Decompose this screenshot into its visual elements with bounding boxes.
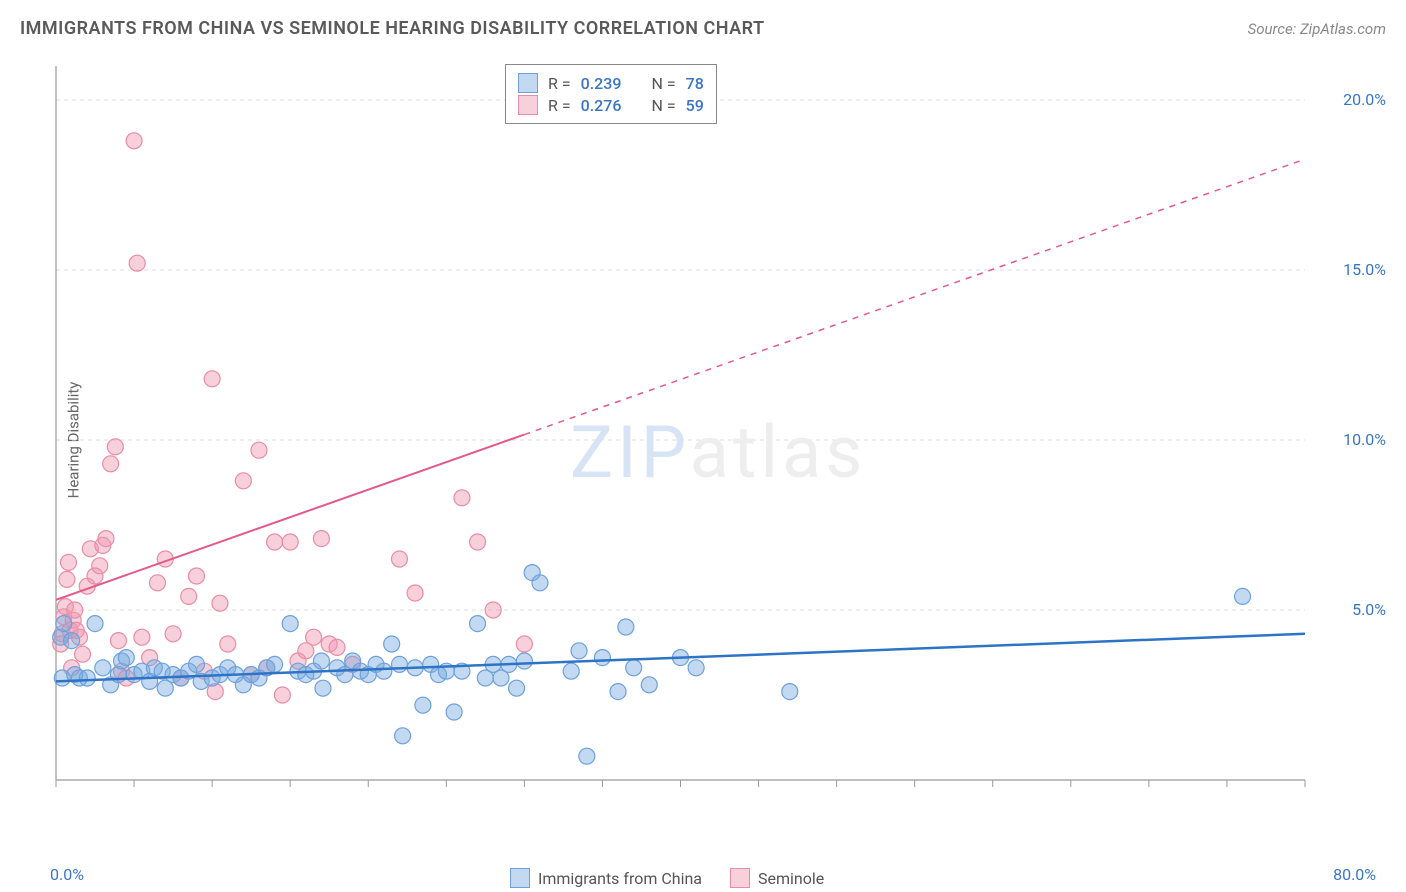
swatch-china-icon bbox=[518, 73, 538, 93]
stats-row-seminole: R = 0.276 N = 59 bbox=[518, 95, 704, 115]
swatch-seminole-icon bbox=[518, 95, 538, 115]
x-axis-max: 80.0% bbox=[1333, 865, 1376, 884]
y-tick-label: 20.0% bbox=[1343, 90, 1386, 109]
chart-svg bbox=[50, 60, 1360, 810]
scatter-plot: ZIPatlas R = 0.239 N = 78 R = 0.276 N = … bbox=[50, 60, 1360, 810]
stats-row-china: R = 0.239 N = 78 bbox=[518, 73, 704, 93]
swatch-china-icon bbox=[510, 868, 530, 888]
y-tick-label: 5.0% bbox=[1352, 600, 1386, 619]
legend-item-china: Immigrants from China bbox=[510, 868, 702, 888]
y-tick-label: 10.0% bbox=[1343, 430, 1386, 449]
chart-title: IMMIGRANTS FROM CHINA VS SEMINOLE HEARIN… bbox=[20, 18, 765, 39]
x-axis-min: 0.0% bbox=[50, 865, 84, 884]
stats-legend: R = 0.239 N = 78 R = 0.276 N = 59 bbox=[505, 64, 717, 124]
legend-item-seminole: Seminole bbox=[730, 868, 824, 888]
swatch-seminole-icon bbox=[730, 868, 750, 888]
bottom-legend: Immigrants from China Seminole bbox=[510, 868, 824, 888]
y-tick-label: 15.0% bbox=[1343, 260, 1386, 279]
source-label: Source: ZipAtlas.com bbox=[1248, 20, 1386, 38]
